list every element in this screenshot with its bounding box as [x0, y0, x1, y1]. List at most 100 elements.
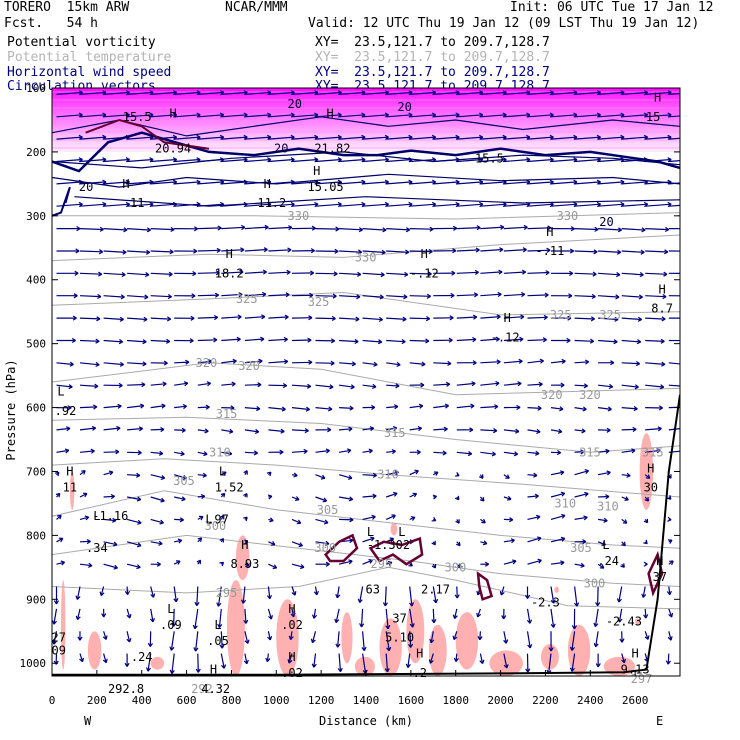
vector-head [526, 179, 531, 185]
extremum-value: 37 [392, 612, 406, 626]
vector-head [549, 134, 554, 140]
vector-head [384, 201, 389, 208]
vector-shaft [173, 586, 177, 602]
vector-shaft [339, 250, 362, 253]
vector-head [471, 381, 476, 387]
vector-head [626, 472, 631, 478]
vector-head [125, 90, 130, 96]
vector-head [337, 157, 342, 163]
vector-head [84, 515, 90, 521]
vector-shaft [621, 114, 648, 118]
vector-head [412, 492, 418, 498]
vector-shaft [407, 653, 411, 668]
vector-shaft [362, 158, 389, 163]
vector-head [181, 427, 186, 433]
x-tick-label: 800 [221, 694, 241, 707]
vector-head [594, 226, 599, 232]
vector-head [270, 541, 276, 546]
vector-head [635, 361, 641, 367]
vector-head [267, 636, 273, 641]
vector-head [408, 643, 414, 648]
extremum-value: .92 [55, 404, 77, 418]
vector-head [348, 559, 353, 565]
vector-shaft [456, 586, 458, 599]
vector-shaft [174, 496, 186, 500]
vector-shaft [668, 362, 680, 365]
vector-head [500, 224, 505, 230]
extremum-value: -1.302 [367, 538, 410, 552]
extremum-value: 21.82 [314, 142, 350, 156]
pv-contours [52, 118, 680, 601]
vector-head [78, 179, 83, 185]
vector-head [267, 90, 272, 96]
vector-shaft [126, 541, 142, 547]
vector-head [560, 491, 566, 497]
vector-shaft [598, 203, 625, 207]
vector-shaft [174, 451, 185, 455]
vector-head [75, 615, 81, 621]
vector-shaft [126, 518, 142, 524]
vector-head [502, 157, 507, 163]
vector-shaft [339, 114, 366, 118]
vector-shaft [218, 608, 222, 628]
vector-head [643, 179, 649, 185]
vector-head [82, 492, 88, 498]
vector-head [644, 635, 650, 640]
vector-head [261, 314, 266, 320]
vector-head [428, 248, 433, 255]
stratospheric-pv-fill [52, 88, 680, 152]
vector-shaft [456, 271, 479, 274]
vector-shaft [668, 160, 680, 163]
theta-label: 300 [314, 541, 336, 555]
vector-head [325, 448, 330, 454]
vector-head [560, 382, 565, 388]
vector-shaft [574, 250, 598, 253]
vector-head [431, 157, 437, 163]
west-label: W [84, 714, 92, 728]
vector-shaft [503, 560, 517, 565]
vector-shaft [527, 537, 542, 543]
extremum-value: -.11 [535, 244, 564, 258]
vector-shaft [362, 450, 373, 453]
vector-shaft [56, 537, 64, 543]
vector-head [337, 134, 342, 140]
extremum-value: 1.52 [215, 481, 244, 495]
vector-shaft [597, 541, 606, 546]
vector-shaft [221, 114, 248, 118]
vector-head [99, 591, 105, 597]
vector-head [688, 249, 691, 253]
vector-shaft [268, 316, 289, 319]
vector-shaft [337, 631, 340, 648]
vector-shaft [527, 360, 544, 364]
extremum-marker: H [241, 538, 248, 552]
vector-head [667, 201, 672, 208]
vector-head [191, 293, 196, 299]
vector-head [661, 316, 666, 322]
vector-shaft [503, 158, 530, 163]
vector-head [425, 316, 431, 322]
vector-shaft [621, 136, 648, 140]
vector-shaft [315, 449, 330, 453]
vector-head [593, 249, 598, 255]
vector-head [470, 403, 475, 409]
vector-shaft [291, 608, 295, 618]
vector-head [290, 134, 295, 140]
vector-shaft [429, 653, 434, 664]
vector-head [573, 201, 578, 208]
vector-head [180, 451, 185, 457]
extremum-value: 37 [653, 570, 667, 584]
vector-shaft [362, 631, 365, 651]
x-tick-label: 2600 [622, 694, 649, 707]
vector-shaft [594, 608, 599, 627]
vector-head [169, 669, 175, 674]
vector-shaft [503, 181, 530, 185]
vector-head [526, 619, 533, 624]
vector-shaft [150, 541, 163, 545]
extremum-value: 15.5 [123, 110, 152, 124]
vector-head [393, 491, 398, 497]
vector-shaft [527, 451, 540, 455]
extremum-value: .34 [86, 541, 108, 555]
vector-head [624, 496, 629, 501]
extremum-value: 4.32 [201, 682, 230, 696]
theta-label: 325 [308, 295, 330, 309]
